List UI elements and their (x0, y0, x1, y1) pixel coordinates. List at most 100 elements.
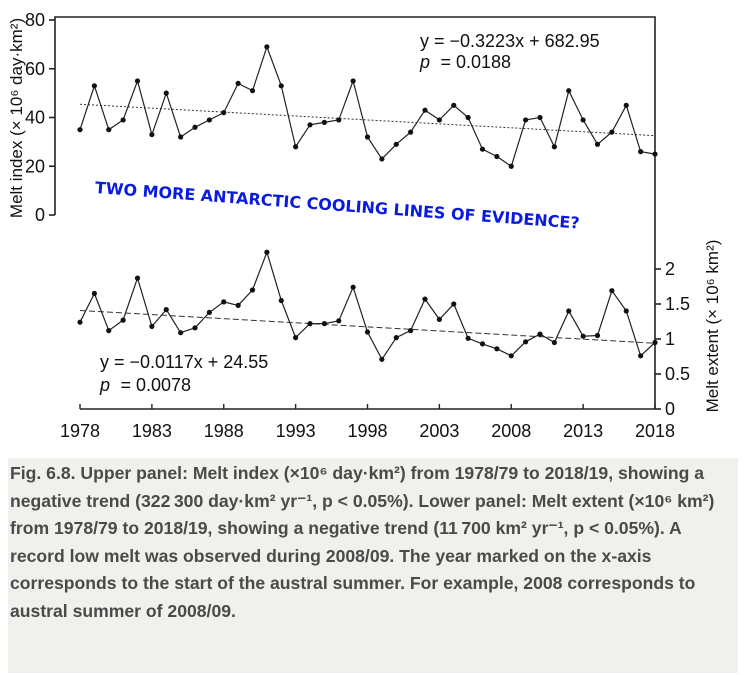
figure-caption: Fig. 6.8. Upper panel: Melt index (×10⁶ … (8, 458, 738, 673)
caption-label: Fig. 6.8. (10, 463, 76, 483)
upper-data-point (178, 134, 184, 140)
upper-y-tick-label: 20 (25, 156, 45, 176)
lower-y-ticks: 0 0.5 1 1.5 2 (655, 259, 690, 419)
lower-data-point (580, 333, 586, 339)
overlay-annotation: TWO MORE ANTARCTIC COOLING LINES OF EVID… (94, 178, 580, 233)
lower-data-point (163, 307, 169, 313)
lower-series (77, 249, 658, 362)
lower-data-point (436, 316, 442, 322)
upper-trend-equation: y = −0.3223x + 682.95 (420, 31, 600, 51)
upper-data-point (120, 117, 126, 123)
lower-data-point (494, 346, 500, 352)
lower-data-point (609, 288, 615, 294)
upper-data-point (594, 141, 601, 147)
upper-y-tick-label: 80 (25, 10, 45, 30)
lower-data-point (623, 308, 629, 314)
upper-data-point (465, 114, 471, 121)
upper-data-point (479, 146, 486, 152)
upper-data-point (494, 153, 500, 160)
lower-trend-equation: y = −0.0117x + 24.55 (100, 352, 268, 372)
upper-data-point (77, 127, 83, 133)
upper-data-point (249, 88, 256, 94)
lower-y-tick-label: 1 (665, 329, 675, 349)
lower-data-point (364, 329, 371, 335)
upper-series-line (79, 44, 656, 168)
upper-data-point (566, 88, 572, 94)
caption-text: Upper panel: Melt index (×10⁶ day·km²) f… (10, 463, 715, 621)
upper-data-point (336, 117, 342, 123)
upper-y-axis-label: Melt index (× 10⁶ day·km²) (7, 18, 26, 218)
lower-data-point (278, 297, 284, 304)
upper-data-point (307, 122, 313, 128)
upper-y-tick-label: 40 (25, 108, 45, 128)
lower-data-point (235, 302, 241, 308)
x-ticks: 1978 1983 1988 1993 1998 2003 2008 2013 2018 (60, 404, 675, 441)
lower-data-point (638, 353, 644, 359)
lower-y-tick-label: 2 (665, 259, 675, 279)
lower-p-symbol: p (99, 375, 110, 395)
lower-series-line (79, 250, 656, 361)
upper-p-value: p = 0.0188 (419, 52, 511, 72)
upper-data-point (350, 78, 356, 84)
lower-data-point (221, 299, 227, 305)
lower-y-axis-label: Melt extent (× 10⁶ km²) (703, 240, 722, 413)
lower-data-point (321, 321, 327, 327)
lower-data-point (77, 319, 83, 325)
lower-y-tick-label: 1.5 (665, 294, 690, 314)
upper-data-point (652, 151, 658, 157)
lower-data-point (264, 249, 270, 255)
lower-data-point (192, 325, 198, 331)
lower-data-point (393, 335, 399, 341)
lower-data-point (508, 353, 514, 359)
lower-p-value: p = 0.0078 (99, 375, 191, 395)
upper-data-point (537, 114, 543, 121)
lower-data-point (293, 335, 299, 341)
upper-data-point (580, 117, 586, 123)
lower-data-point (350, 284, 356, 290)
x-tick-label: 2008 (491, 421, 531, 441)
melt-chart: 0 20 40 60 80 0 0.5 1 1.5 2 1978 1983 1988 1993 1998… (7, 10, 722, 441)
lower-data-point (379, 356, 385, 362)
lower-data-point (336, 318, 342, 324)
lower-data-point (551, 339, 557, 346)
upper-data-point (379, 156, 385, 162)
upper-data-point (364, 134, 371, 140)
upper-data-point (91, 83, 97, 89)
lower-data-point (307, 321, 313, 327)
upper-data-point (192, 124, 198, 130)
upper-data-point (393, 141, 399, 147)
lower-data-point (465, 335, 471, 341)
lower-trend-line (79, 309, 656, 344)
upper-data-point (278, 83, 284, 89)
upper-data-point (163, 90, 169, 96)
lower-data-point (120, 317, 126, 323)
upper-data-point (134, 78, 141, 84)
x-tick-label: 2003 (419, 421, 459, 441)
upper-data-point (149, 131, 155, 138)
upper-y-ticks: 0 20 40 60 80 (25, 10, 55, 225)
x-tick-label: 1998 (347, 421, 387, 441)
lower-data-point (523, 339, 529, 345)
upper-y-tick-label: 60 (25, 59, 45, 79)
upper-data-point (221, 110, 227, 116)
upper-data-point (638, 149, 644, 155)
lower-data-point (408, 328, 414, 334)
lower-y-tick-label: 0.5 (665, 364, 690, 384)
lower-data-point (106, 328, 112, 334)
lower-y-tick-label: 0 (665, 399, 675, 419)
upper-data-point (551, 144, 557, 150)
upper-y-tick-label: 0 (35, 205, 45, 225)
upper-data-point (436, 117, 442, 123)
lower-data-point (249, 287, 256, 293)
upper-data-point (623, 102, 629, 108)
lower-data-point (566, 308, 572, 314)
lower-data-point (134, 275, 141, 281)
lower-p-number: = 0.0078 (120, 375, 191, 395)
upper-data-point (321, 119, 327, 125)
upper-panel-frame (54, 16, 656, 409)
upper-data-point (508, 163, 514, 169)
upper-trend-line (79, 103, 656, 137)
upper-p-symbol: p (419, 52, 430, 72)
lower-data-point (178, 330, 184, 336)
upper-data-point (451, 102, 457, 108)
